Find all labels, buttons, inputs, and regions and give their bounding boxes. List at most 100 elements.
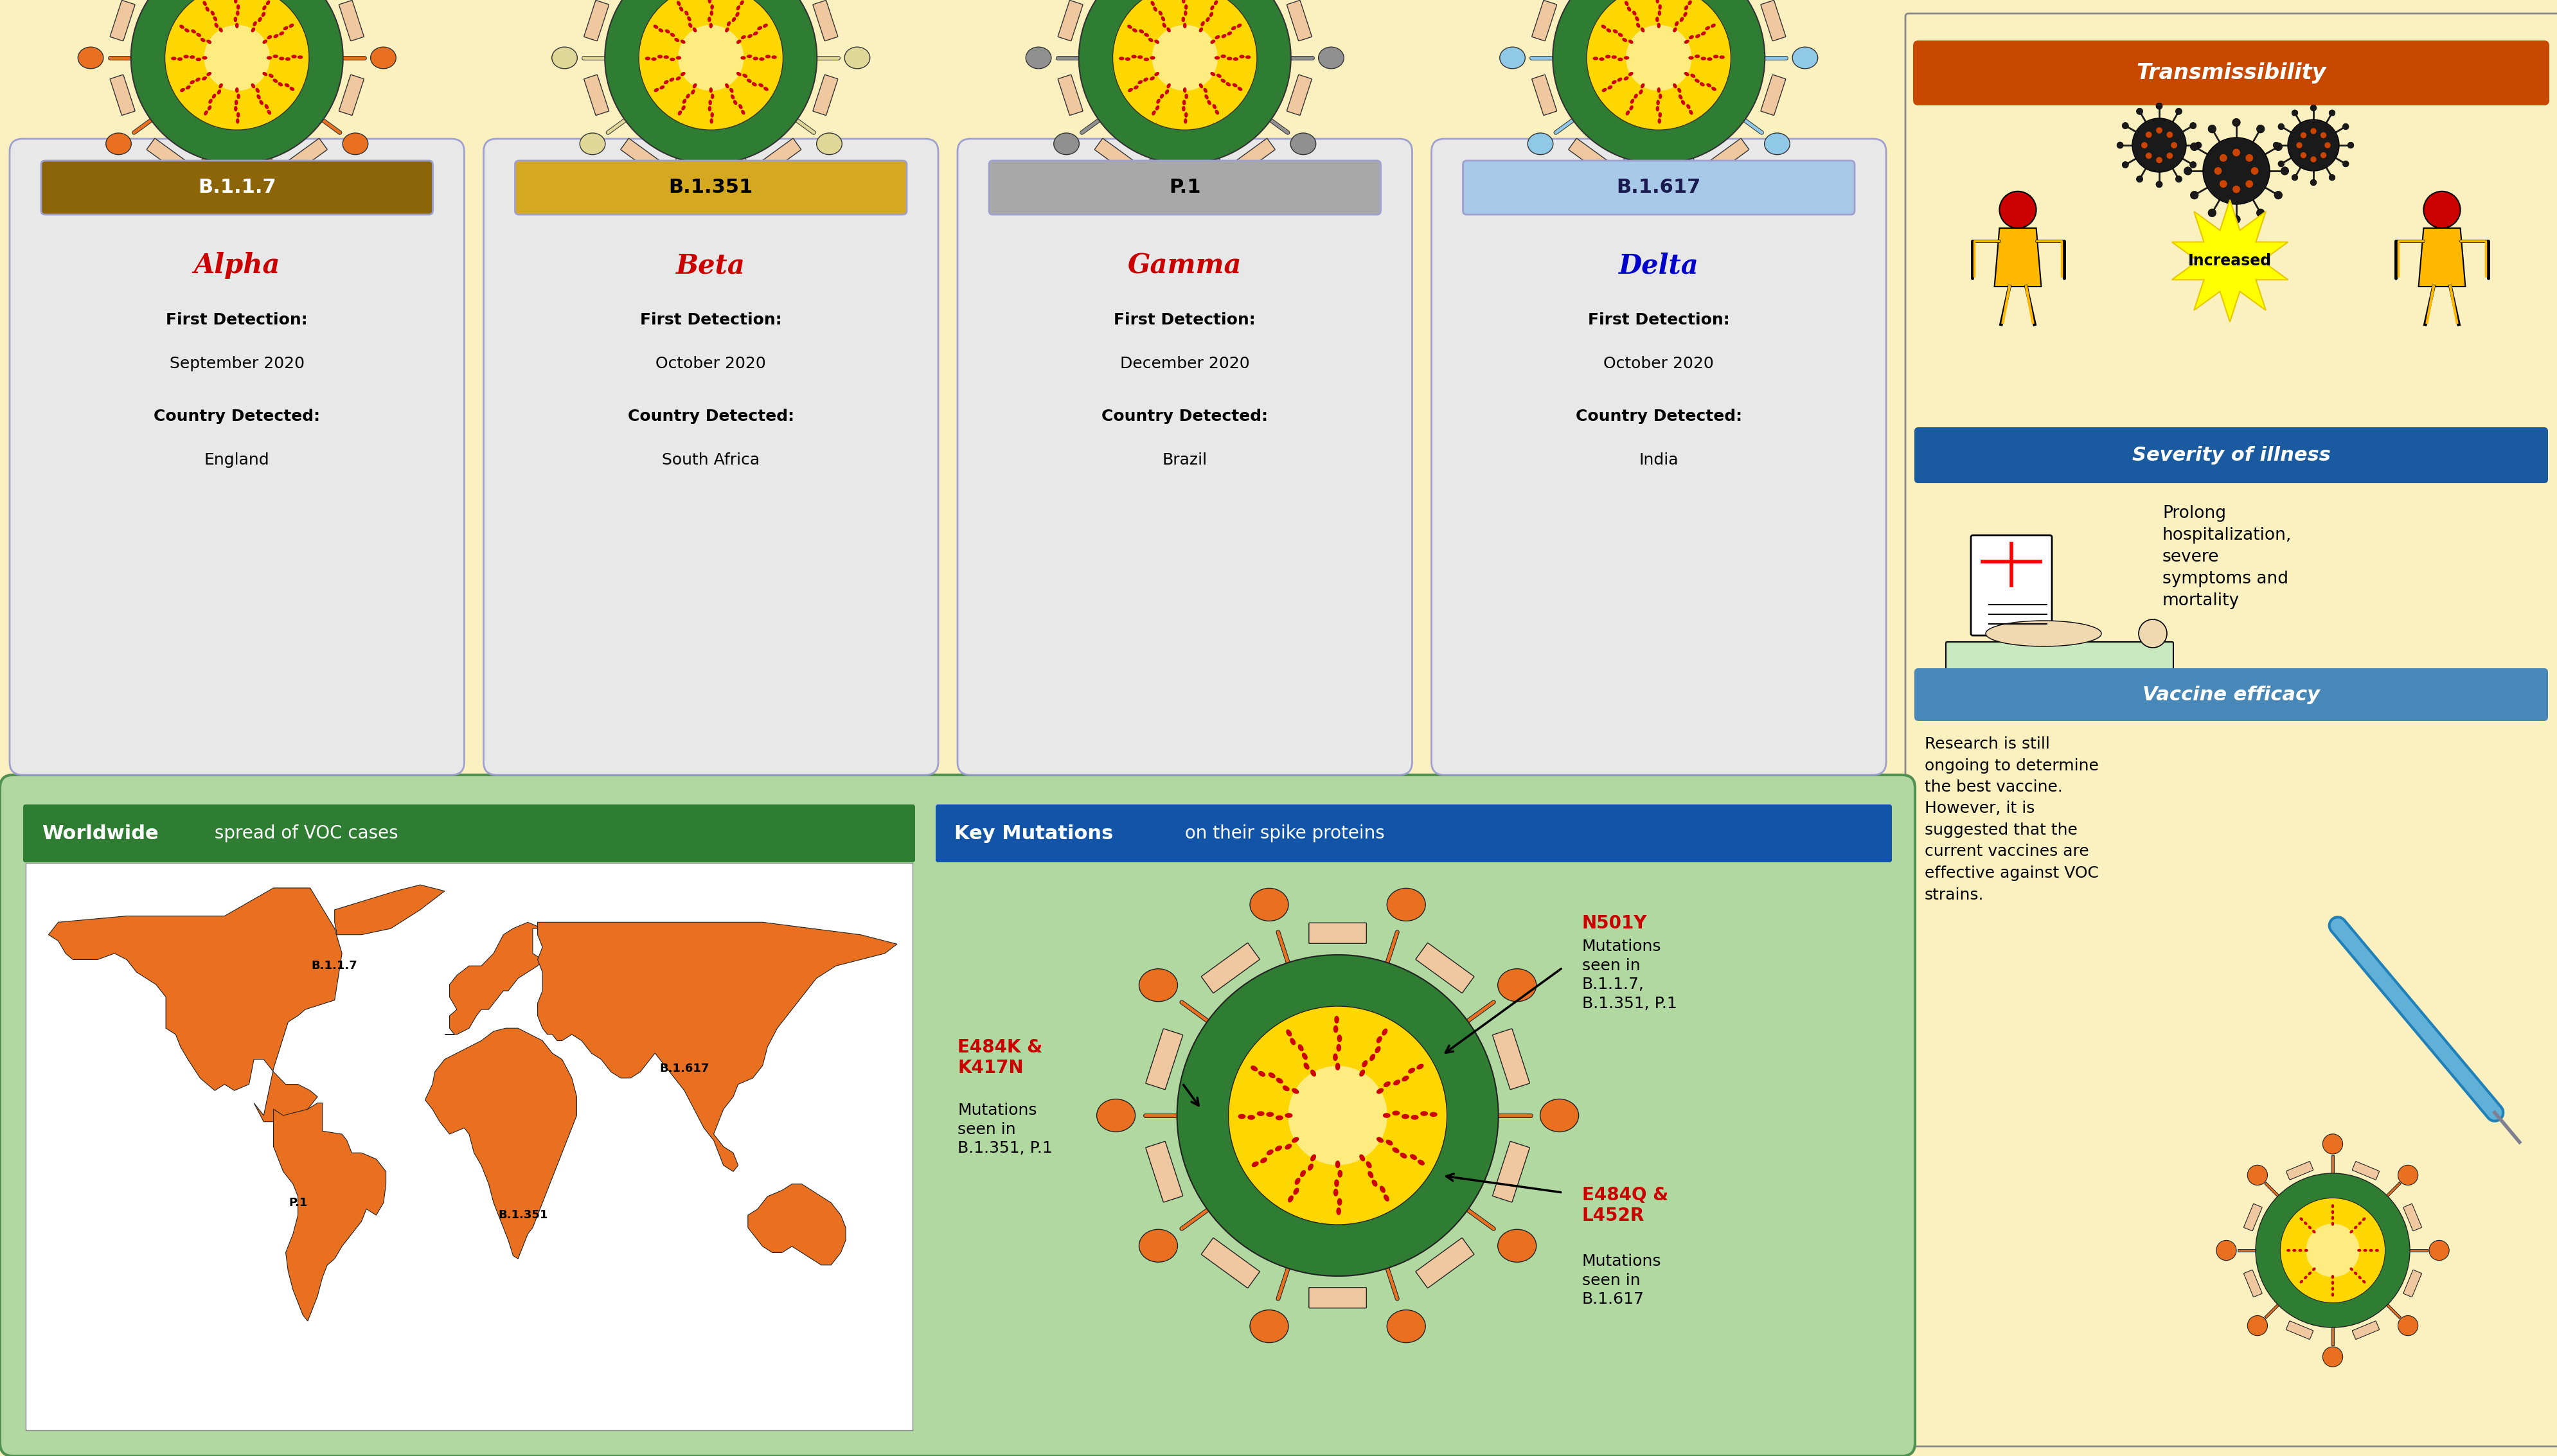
Ellipse shape bbox=[1642, 28, 1644, 32]
FancyBboxPatch shape bbox=[0, 775, 1915, 1456]
Ellipse shape bbox=[286, 58, 289, 60]
Ellipse shape bbox=[1373, 1179, 1378, 1187]
Ellipse shape bbox=[1688, 0, 1690, 4]
Ellipse shape bbox=[266, 105, 268, 109]
Ellipse shape bbox=[1250, 1066, 1258, 1070]
Text: Mutations
seen in
B.1.617: Mutations seen in B.1.617 bbox=[1583, 1254, 1662, 1307]
Ellipse shape bbox=[1409, 1069, 1414, 1073]
Ellipse shape bbox=[1335, 1179, 1340, 1187]
Ellipse shape bbox=[1025, 47, 1051, 68]
FancyBboxPatch shape bbox=[2404, 1270, 2421, 1297]
Ellipse shape bbox=[279, 83, 281, 86]
FancyBboxPatch shape bbox=[1309, 1287, 1365, 1307]
Ellipse shape bbox=[1291, 1038, 1296, 1044]
Ellipse shape bbox=[274, 35, 279, 38]
Circle shape bbox=[1176, 955, 1498, 1275]
FancyBboxPatch shape bbox=[936, 805, 1892, 862]
Circle shape bbox=[2245, 181, 2253, 188]
Circle shape bbox=[2278, 124, 2283, 130]
FancyBboxPatch shape bbox=[956, 138, 1411, 775]
Ellipse shape bbox=[251, 28, 256, 32]
Ellipse shape bbox=[1337, 1198, 1342, 1206]
Polygon shape bbox=[537, 922, 898, 1172]
Ellipse shape bbox=[1222, 79, 1225, 83]
Circle shape bbox=[2138, 176, 2143, 182]
Ellipse shape bbox=[2358, 1222, 2360, 1224]
Circle shape bbox=[2273, 143, 2283, 151]
Ellipse shape bbox=[1215, 57, 1220, 60]
Ellipse shape bbox=[680, 41, 685, 44]
Ellipse shape bbox=[179, 25, 184, 28]
Ellipse shape bbox=[1128, 25, 1133, 28]
Ellipse shape bbox=[2350, 1268, 2352, 1271]
Ellipse shape bbox=[1680, 17, 1683, 22]
Ellipse shape bbox=[2301, 1217, 2304, 1220]
Ellipse shape bbox=[1383, 1195, 1388, 1201]
Circle shape bbox=[639, 0, 782, 130]
Ellipse shape bbox=[742, 35, 747, 39]
Ellipse shape bbox=[1539, 1099, 1578, 1131]
Circle shape bbox=[164, 0, 309, 130]
Ellipse shape bbox=[729, 89, 734, 92]
Ellipse shape bbox=[742, 111, 744, 115]
Ellipse shape bbox=[1212, 73, 1215, 76]
Ellipse shape bbox=[217, 90, 220, 95]
Ellipse shape bbox=[299, 55, 302, 58]
Circle shape bbox=[2189, 162, 2196, 167]
Ellipse shape bbox=[1611, 55, 1616, 58]
Ellipse shape bbox=[238, 95, 240, 99]
Ellipse shape bbox=[1764, 132, 1790, 154]
Ellipse shape bbox=[2355, 1273, 2358, 1274]
Ellipse shape bbox=[690, 90, 696, 95]
FancyBboxPatch shape bbox=[1493, 1029, 1529, 1089]
Ellipse shape bbox=[1138, 80, 1143, 84]
FancyBboxPatch shape bbox=[1286, 0, 1312, 41]
Ellipse shape bbox=[2355, 1226, 2358, 1229]
Ellipse shape bbox=[1133, 29, 1138, 32]
Circle shape bbox=[2156, 128, 2161, 132]
Ellipse shape bbox=[1266, 1112, 1273, 1117]
Ellipse shape bbox=[678, 111, 683, 115]
Ellipse shape bbox=[670, 79, 675, 82]
Ellipse shape bbox=[235, 87, 238, 92]
Text: Country Detected:: Country Detected: bbox=[1102, 409, 1268, 424]
Ellipse shape bbox=[235, 23, 238, 28]
Ellipse shape bbox=[1987, 620, 2102, 646]
Text: B.1.351: B.1.351 bbox=[670, 178, 754, 197]
Text: September 2020: September 2020 bbox=[169, 355, 304, 371]
Ellipse shape bbox=[1138, 55, 1143, 58]
Text: October 2020: October 2020 bbox=[1603, 355, 1713, 371]
Ellipse shape bbox=[1360, 1070, 1365, 1076]
Circle shape bbox=[2232, 215, 2240, 223]
Circle shape bbox=[1954, 700, 1969, 715]
Ellipse shape bbox=[1700, 57, 1706, 60]
Ellipse shape bbox=[235, 106, 238, 111]
Ellipse shape bbox=[251, 84, 256, 87]
Ellipse shape bbox=[685, 95, 690, 98]
Ellipse shape bbox=[2304, 1222, 2306, 1224]
Ellipse shape bbox=[2363, 1217, 2365, 1220]
Ellipse shape bbox=[1199, 84, 1202, 87]
Ellipse shape bbox=[1140, 29, 1143, 33]
Ellipse shape bbox=[1166, 90, 1169, 95]
Ellipse shape bbox=[1626, 111, 1629, 115]
Ellipse shape bbox=[1212, 41, 1215, 44]
Ellipse shape bbox=[1383, 1029, 1386, 1035]
Ellipse shape bbox=[747, 79, 752, 83]
Ellipse shape bbox=[736, 6, 739, 10]
Ellipse shape bbox=[1133, 86, 1138, 89]
Ellipse shape bbox=[215, 23, 217, 28]
Ellipse shape bbox=[1232, 83, 1238, 87]
Text: Severity of illness: Severity of illness bbox=[2133, 446, 2329, 464]
Ellipse shape bbox=[212, 12, 215, 15]
Ellipse shape bbox=[1299, 1045, 1304, 1051]
FancyBboxPatch shape bbox=[217, 172, 256, 185]
Ellipse shape bbox=[1360, 1155, 1365, 1160]
Ellipse shape bbox=[184, 55, 189, 58]
Ellipse shape bbox=[1133, 55, 1135, 58]
Circle shape bbox=[2219, 154, 2227, 162]
Ellipse shape bbox=[1258, 1072, 1266, 1076]
Ellipse shape bbox=[1240, 55, 1245, 58]
Ellipse shape bbox=[2375, 1249, 2378, 1251]
Ellipse shape bbox=[1394, 1080, 1399, 1085]
